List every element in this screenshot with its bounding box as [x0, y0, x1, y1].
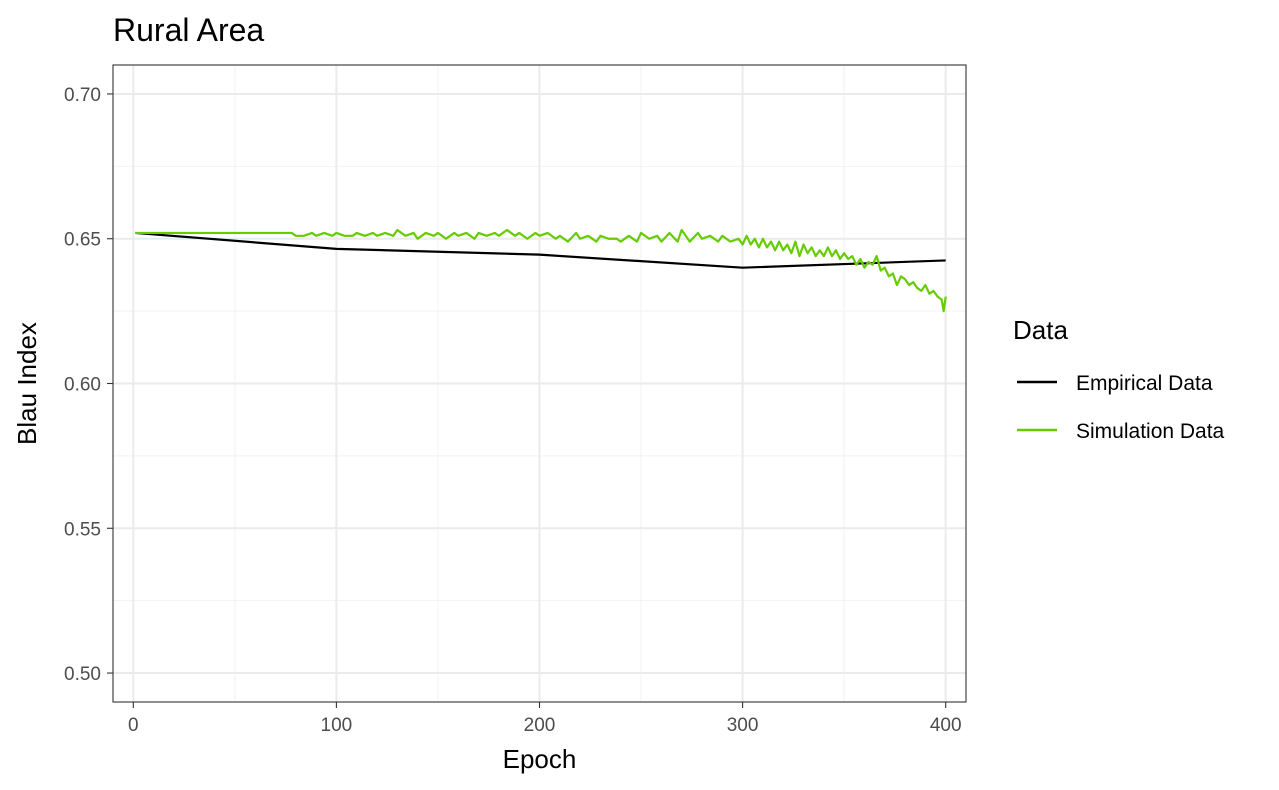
y-tick-label: 0.60 [64, 375, 101, 396]
x-tick-label: 0 [128, 715, 139, 736]
y-axis: 0.50 0.55 0.60 0.65 0.70 Blau Index [12, 85, 113, 685]
major-gridlines [113, 65, 966, 702]
legend-item-empirical-data: Empirical Data [1017, 372, 1213, 395]
x-axis-title: Epoch [503, 744, 577, 774]
x-tick-label: 400 [930, 715, 962, 736]
legend-label-simulation-data: Simulation Data [1076, 420, 1225, 443]
x-tick-label: 100 [321, 715, 353, 736]
series-line-empirical-data [135, 231, 946, 269]
y-tick-label: 0.70 [64, 85, 101, 106]
plot-panel [112, 64, 967, 703]
y-tick-label: 0.65 [64, 230, 101, 251]
x-tick-label: 200 [524, 715, 556, 736]
chart-title: Rural Area [113, 12, 264, 48]
series-line-simulation-data [135, 228, 947, 313]
legend: Data Empirical Data Simulation Data [1013, 315, 1225, 443]
y-axis-title: Blau Index [12, 322, 42, 445]
x-axis: 0 100 200 300 400 Epoch [128, 702, 962, 774]
legend-item-simulation-data: Simulation Data [1017, 420, 1225, 443]
legend-label-empirical-data: Empirical Data [1076, 372, 1213, 395]
x-tick-label: 300 [727, 715, 759, 736]
y-tick-label: 0.50 [64, 664, 101, 685]
y-tick-label: 0.55 [64, 519, 101, 540]
series-lines [135, 228, 947, 313]
legend-title: Data [1013, 315, 1068, 345]
